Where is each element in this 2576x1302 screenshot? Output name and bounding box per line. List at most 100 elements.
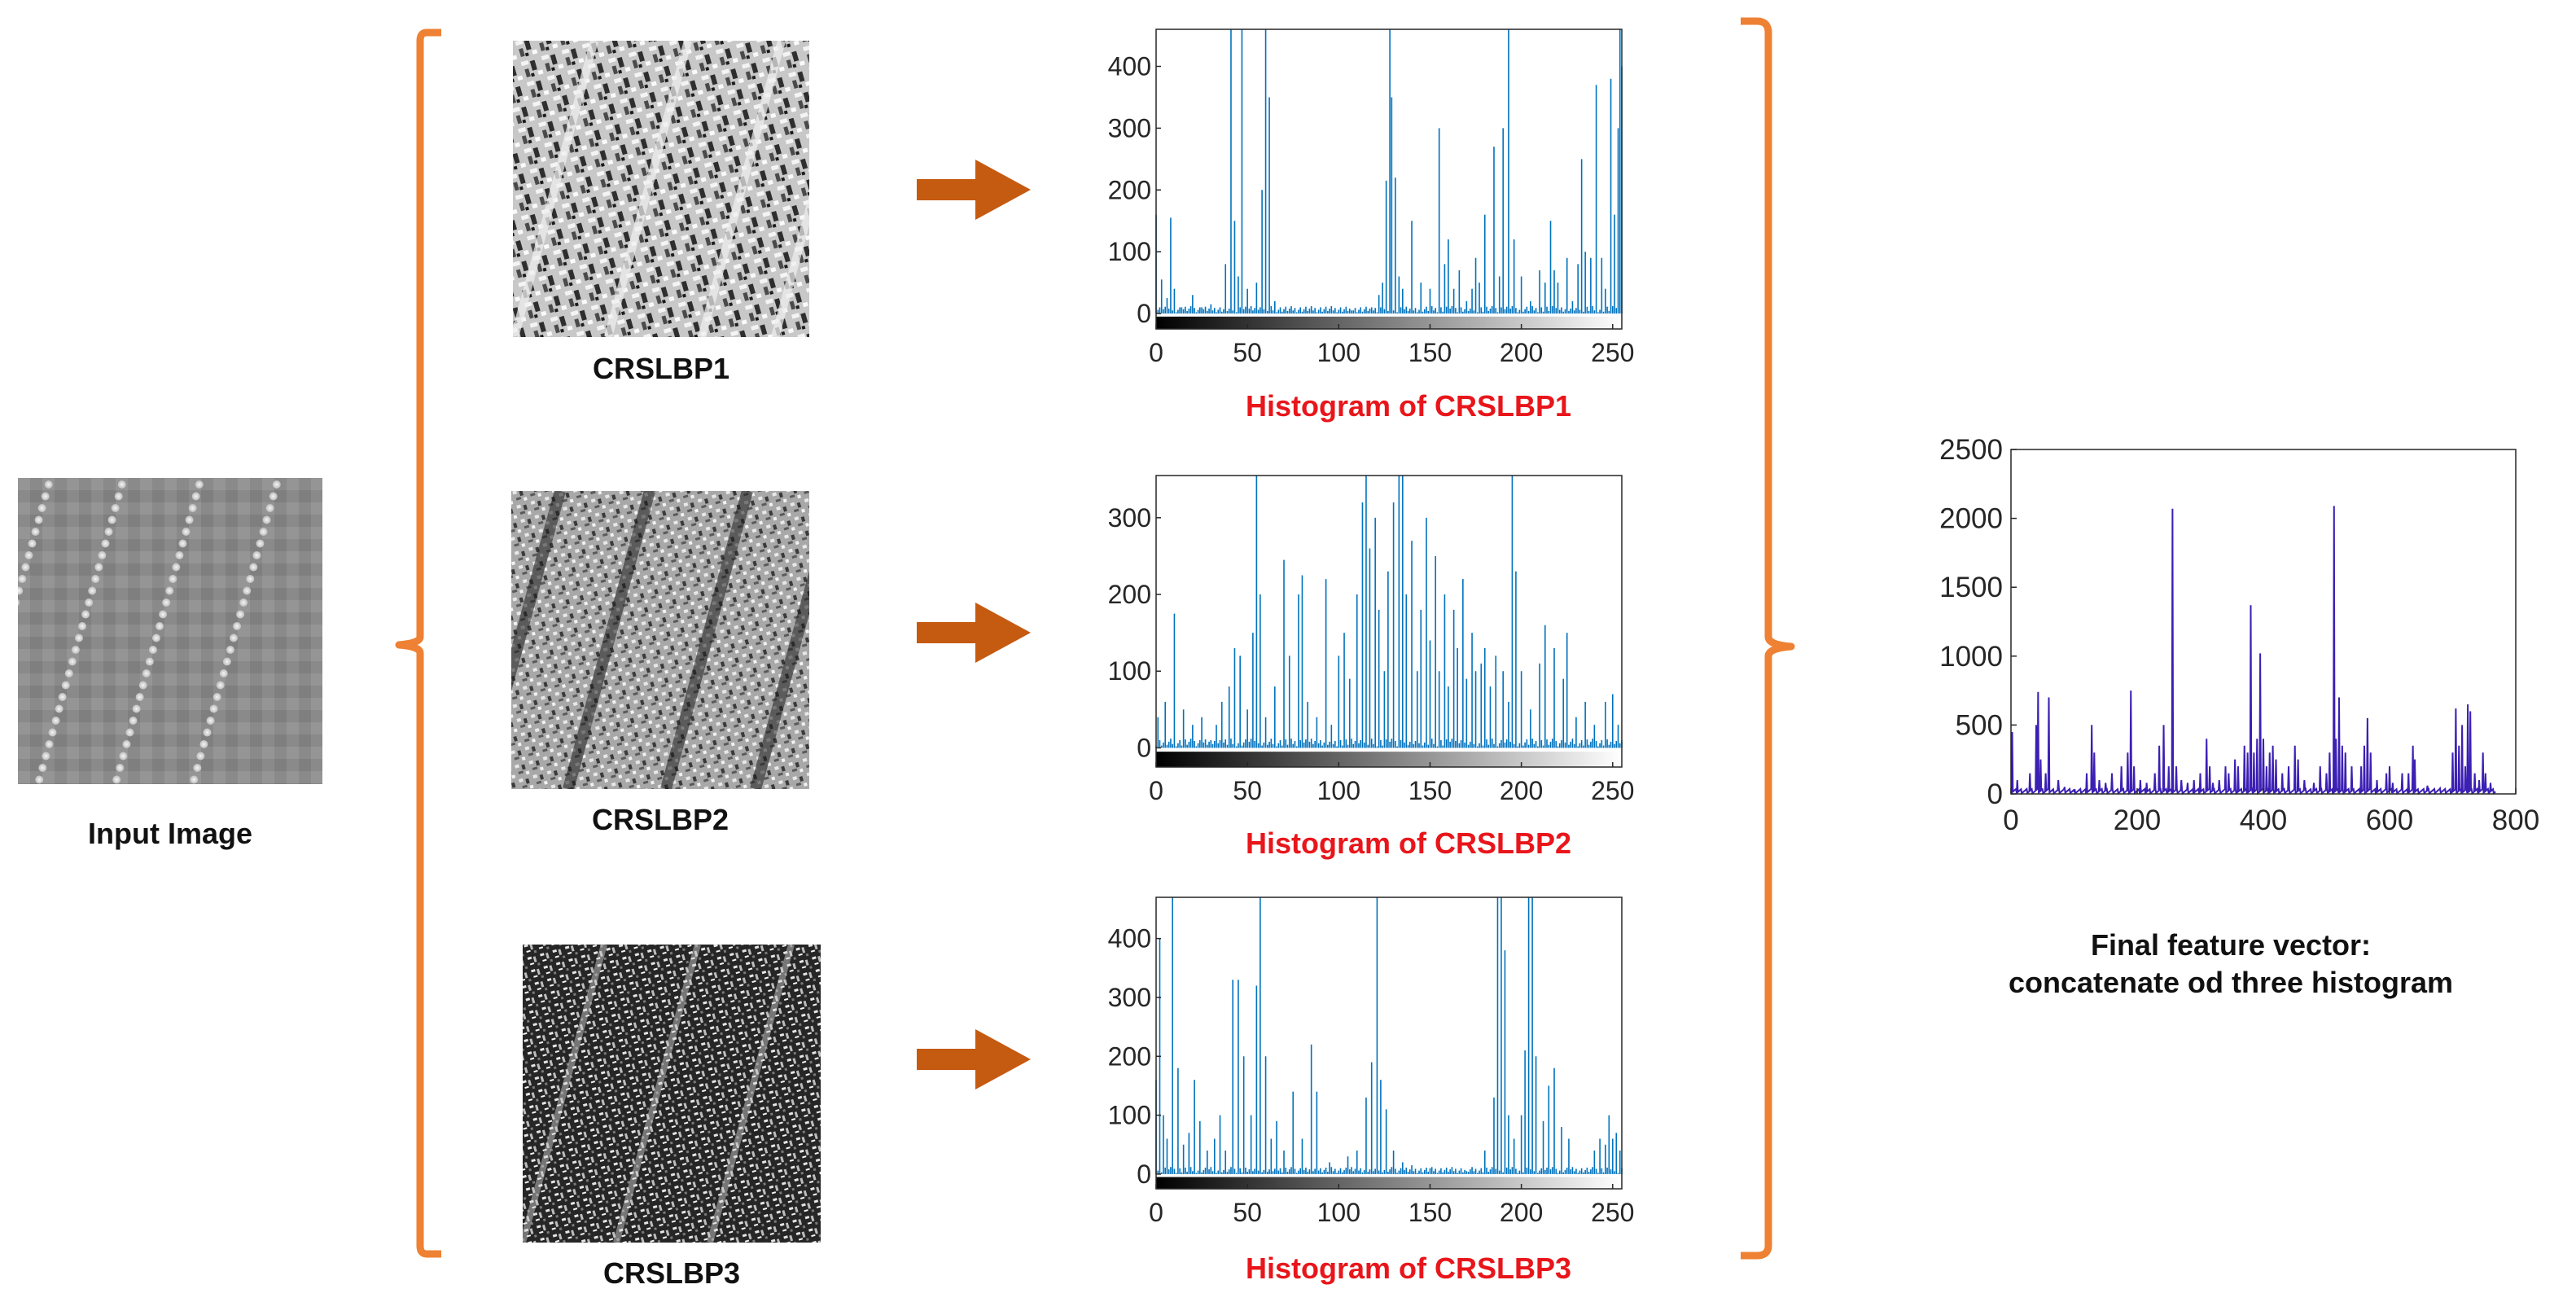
input-dot xyxy=(18,598,20,607)
input-image xyxy=(18,478,322,784)
x-tick-label: 100 xyxy=(1317,776,1360,805)
input-dot xyxy=(68,657,77,666)
input-dot xyxy=(165,586,174,595)
colorbar xyxy=(1156,752,1622,767)
input-dot xyxy=(61,681,70,690)
crslbp1-image xyxy=(513,41,809,337)
x-tick-label: 200 xyxy=(2114,804,2161,836)
x-tick-label: 800 xyxy=(2492,804,2539,836)
left-bracket xyxy=(395,28,441,1258)
input-dot xyxy=(219,669,228,677)
input-dot xyxy=(148,646,157,654)
input-dot xyxy=(246,575,255,583)
x-tick-label: 100 xyxy=(1317,1198,1360,1227)
input-dot xyxy=(138,681,147,690)
input-dot xyxy=(125,728,134,737)
input-dot xyxy=(81,610,90,619)
input-dot xyxy=(18,586,24,595)
input-dot xyxy=(24,551,33,559)
input-dot xyxy=(249,563,258,572)
input-dot xyxy=(195,480,204,489)
input-dot xyxy=(252,551,261,559)
input-dot xyxy=(182,528,191,536)
input-dot xyxy=(212,693,221,701)
x-tick-label: 250 xyxy=(1591,1198,1634,1227)
input-dot xyxy=(243,586,252,595)
input-dot xyxy=(101,539,110,548)
input-dot xyxy=(58,693,67,701)
x-tick-label: 200 xyxy=(1500,776,1543,805)
input-dot xyxy=(31,528,40,536)
input-dot xyxy=(169,575,177,583)
x-tick-label: 200 xyxy=(1500,1198,1543,1227)
final-caption-line1: Final feature vector: xyxy=(2090,928,2372,962)
axes-box xyxy=(1155,475,1623,768)
input-dot xyxy=(114,492,123,501)
input-dot xyxy=(38,764,47,772)
input-dot xyxy=(45,740,54,748)
input-dot xyxy=(116,764,125,772)
input-dot xyxy=(28,539,37,548)
crslbp1-label: CRSLBP1 xyxy=(592,352,730,385)
input-dot xyxy=(41,492,50,501)
input-dot xyxy=(216,681,225,690)
input-dot xyxy=(199,740,208,748)
input-dot xyxy=(135,693,144,701)
x-tick-label: 50 xyxy=(1233,338,1262,367)
x-tick-label: 400 xyxy=(2240,804,2287,836)
input-dot xyxy=(188,504,197,512)
input-dot xyxy=(71,646,80,654)
input-dot xyxy=(21,563,30,572)
input-dot xyxy=(256,539,265,548)
input-dot xyxy=(18,575,27,583)
x-tick-label: 250 xyxy=(1591,776,1634,805)
plot-area xyxy=(1156,897,1622,1189)
input-dot xyxy=(178,539,187,548)
input-dot xyxy=(203,728,212,737)
input-dot xyxy=(104,528,113,536)
input-dot xyxy=(119,752,128,761)
crslbp3-label: CRSLBP3 xyxy=(602,1256,741,1290)
input-dot xyxy=(206,717,215,725)
input-dot xyxy=(55,704,64,713)
y-tick-label: 2500 xyxy=(1939,434,2003,466)
input-dot xyxy=(145,657,154,666)
y-tick-label: 0 xyxy=(1987,778,2003,810)
input-dot xyxy=(44,480,53,489)
x-tick-label: 250 xyxy=(1591,338,1634,367)
input-dot xyxy=(107,515,116,524)
y-tick-label: 2000 xyxy=(1939,503,2003,535)
input-dot xyxy=(78,622,87,630)
input-dot xyxy=(262,515,271,524)
arrow-3 xyxy=(917,1029,1031,1089)
input-dot xyxy=(175,551,184,559)
colorbar xyxy=(1156,1177,1622,1189)
input-dot xyxy=(269,492,278,501)
input-image-label: Input Image xyxy=(87,817,252,850)
y-tick-label: 100 xyxy=(1108,237,1151,266)
input-dot xyxy=(117,480,126,489)
input-dot xyxy=(91,575,100,583)
x-tick-label: 0 xyxy=(1149,776,1163,805)
right-bracket xyxy=(1741,17,1795,1260)
input-dot xyxy=(37,504,46,512)
input-dot xyxy=(42,752,50,761)
input-dot xyxy=(34,515,43,524)
x-tick-label: 100 xyxy=(1317,338,1360,367)
y-tick-label: 200 xyxy=(1108,580,1151,609)
y-tick-label: 300 xyxy=(1108,503,1151,533)
final-feature-chart: 0 500 1000 1500 2000 2500 0 200 400 600 800 xyxy=(1939,434,2539,836)
input-dot xyxy=(64,669,73,677)
x-tick-label: 200 xyxy=(1500,338,1543,367)
input-dot xyxy=(209,704,218,713)
x-tick-label: 150 xyxy=(1408,338,1452,367)
input-dot xyxy=(48,728,57,737)
final-caption: Final feature vector: concatenate od thr… xyxy=(1905,927,2556,1002)
input-dot xyxy=(156,622,164,630)
y-tick-label: 0 xyxy=(1137,1160,1151,1189)
input-dot xyxy=(239,598,248,607)
input-dot xyxy=(159,610,168,619)
final-caption-line2: concatenate od three histogram xyxy=(2008,966,2454,999)
input-dot xyxy=(162,598,171,607)
plot-area xyxy=(2011,449,2516,794)
